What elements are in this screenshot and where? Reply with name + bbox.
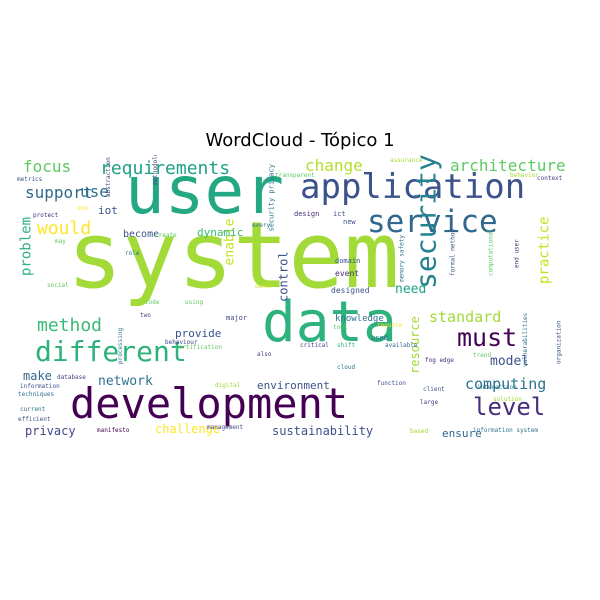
word-model: model <box>490 354 530 369</box>
word-methodology: methodology <box>152 155 160 185</box>
word-problem: problem <box>18 216 35 276</box>
word-security: security <box>409 155 443 289</box>
word-large: large <box>420 399 439 406</box>
word-domain: domain <box>335 257 361 265</box>
word-client: client <box>423 386 445 393</box>
word-every: every <box>252 222 271 229</box>
word-using: using <box>185 299 204 306</box>
word-designed: designed <box>331 286 370 295</box>
word-practice: practice <box>536 216 553 284</box>
word-end-user: end user <box>513 239 521 268</box>
word-make: make <box>23 369 52 383</box>
word-database: database <box>57 374 86 381</box>
word-application: application <box>300 167 526 207</box>
word-efficient: efficient <box>18 416 51 423</box>
word-based: based <box>410 428 429 435</box>
word-two: two <box>140 312 151 319</box>
word-architecture: architecture <box>450 156 566 175</box>
word-techniques: techniques <box>18 391 55 398</box>
word-tool: tool <box>333 324 348 331</box>
word-used: used <box>371 334 388 342</box>
word-context: context <box>537 175 563 182</box>
word-one: one <box>77 205 88 212</box>
word-social: social <box>47 282 69 289</box>
word-ensure: ensure <box>442 427 482 440</box>
word-available: available <box>385 342 418 349</box>
word-development: development <box>70 379 349 428</box>
word-focus: focus <box>23 157 72 176</box>
word-privacy: privacy <box>25 424 76 438</box>
word-may: may <box>55 238 66 245</box>
word-would: would <box>37 218 92 239</box>
word-require: require <box>377 322 403 329</box>
word-manifesto: manifesto <box>97 427 130 434</box>
word-requirements: requirements <box>100 158 231 179</box>
word-interaction: interaction <box>477 384 517 391</box>
word-role: role <box>125 250 140 257</box>
word-critical: critical <box>300 342 329 349</box>
word-dynamic: dynamic <box>197 226 244 239</box>
word-knowledge: knowledge <box>335 314 384 324</box>
word-information-system: information system <box>473 427 539 434</box>
word-processing: processing <box>116 327 124 364</box>
chart-title: WordCloud - Tópico 1 <box>205 130 395 151</box>
word-function: function <box>377 380 406 387</box>
word-standard: standard <box>429 308 502 326</box>
word-level: level <box>473 393 546 421</box>
word-control: control <box>276 251 291 302</box>
word-environment: environment <box>257 379 330 392</box>
word-change: change <box>305 156 363 175</box>
word-assurance: assurance <box>390 157 423 164</box>
word-digital: digital <box>215 382 241 389</box>
word-formal-method: formal method <box>449 229 457 276</box>
word-transparent: transparent <box>275 172 315 179</box>
word-protect: protect <box>33 212 59 219</box>
word-service: service <box>367 204 498 240</box>
word-new: new <box>343 218 356 226</box>
word-current: current <box>20 406 46 413</box>
word-network: network <box>98 374 153 389</box>
word-different: different <box>35 335 187 368</box>
word-become: become <box>123 229 160 240</box>
word-provide: provide <box>175 327 222 340</box>
word-design: design <box>294 210 320 218</box>
word-solution: solution <box>493 396 522 403</box>
word-memory-safety: memory safety <box>398 235 406 282</box>
word-also: also <box>257 351 272 358</box>
word-data: data <box>262 290 397 355</box>
word-certification: certification <box>175 344 222 351</box>
word-user: user <box>125 155 284 229</box>
word-vulnerabilities: vulnerabilities <box>521 312 529 367</box>
word-cloud: cloud <box>337 364 356 371</box>
word-major: major <box>226 314 248 322</box>
word-create: create <box>155 232 177 239</box>
word-computational: computational <box>487 229 495 276</box>
word-must: must <box>457 323 518 352</box>
word-ict: ict <box>333 210 346 218</box>
word-management: management <box>207 424 244 431</box>
word-sustainability: sustainability <box>272 424 374 438</box>
word-behavior: behavior <box>510 172 539 179</box>
word-cloud: system user data development application… <box>15 155 585 440</box>
word-computing: computing <box>465 375 547 393</box>
word-challenge: challenge <box>155 422 221 436</box>
word-organization: organization <box>555 320 563 364</box>
word-code: code <box>145 299 160 306</box>
word-owner: owner <box>255 283 274 290</box>
word-metrics: metrics <box>17 176 43 183</box>
word-event: event <box>335 269 360 278</box>
word-method: method <box>37 315 103 336</box>
word-shift: shift <box>337 342 356 349</box>
word-abstraction: abstraction <box>105 157 113 197</box>
word-fog-edge: fog edge <box>425 357 454 364</box>
word-behaviour: behaviour <box>165 339 198 346</box>
word-need: need <box>395 282 427 297</box>
word-system: system <box>67 202 400 309</box>
word-trend: trend <box>473 352 492 359</box>
word-support: support <box>25 183 93 202</box>
word-use: use <box>80 182 109 201</box>
word-information: information <box>20 383 60 390</box>
word-iot: iot <box>98 204 118 217</box>
